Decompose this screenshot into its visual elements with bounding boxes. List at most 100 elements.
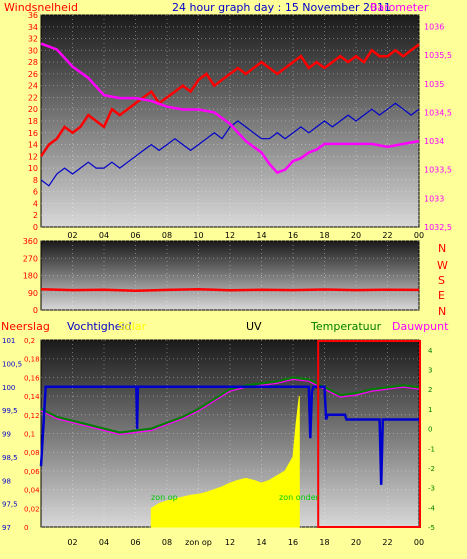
y-tick-label: 1036 (424, 22, 444, 31)
panel1-grid (41, 14, 420, 228)
x-tick-label: 00 (414, 538, 424, 547)
x-tick-label: 04 (99, 231, 109, 240)
panel3-series (39, 340, 422, 528)
dewpoint-line (40, 378, 420, 436)
y-tick-label: 16 (28, 129, 38, 138)
panel1-series (39, 42, 420, 187)
x-tick-label: 20 (351, 538, 361, 547)
y-tick-label: 18 (28, 117, 38, 126)
y-tick-label: 2 (33, 211, 38, 220)
y-tick-label: 2 (428, 386, 432, 394)
compass-label: N (438, 305, 446, 318)
y-tick-label: 4 (33, 199, 38, 208)
x-tick-label: 08 (162, 538, 172, 547)
x-tick-label: 06 (130, 231, 140, 240)
y-tick-label: 0,08 (24, 449, 40, 457)
wind-gust-line (39, 43, 420, 157)
y-tick-label: 0,04 (24, 487, 40, 495)
y-tick-label: 0 (428, 426, 432, 434)
x-tick-label: 10 (193, 231, 203, 240)
y-tick-label: 0,2 (24, 337, 35, 345)
compass-label: N (438, 242, 446, 255)
y-tick-label: 99,5 (2, 407, 18, 415)
header-right-title: Barometer (370, 1, 429, 14)
label-solar: Solar (118, 320, 147, 333)
y-tick-label: 1033 (424, 194, 444, 203)
y-tick-label: 6 (33, 188, 38, 197)
panel-wind-direction (40, 240, 420, 311)
label-uv: UV (246, 320, 262, 333)
y-tick-label: 1032,5 (424, 223, 452, 232)
temperature-line (40, 376, 420, 434)
y-tick-label: 1035,5 (424, 51, 452, 60)
panel3-precip-axis: 0 0,02 0,04 0,06 0,08 0,1 0,12 0,14 0,16 0,18 0,2 (24, 337, 40, 532)
y-tick-label: 20 (28, 105, 38, 114)
y-tick-label: 24 (28, 82, 38, 91)
label-dauwpunt: Dauwpunt (392, 320, 449, 333)
compass-labels: N W S E N (437, 242, 448, 318)
y-tick-label: 3 (428, 367, 432, 375)
x-tick-label: 18 (319, 231, 329, 240)
wind-direction-line (40, 288, 420, 293)
x-tick-label: 06 (130, 538, 140, 547)
y-tick-label: 0,02 (24, 505, 40, 513)
panel2-y-axis: 0 90 180 270 360 (23, 237, 38, 315)
y-tick-label: 100,5 (2, 360, 22, 368)
y-tick-label: 0,1 (24, 431, 35, 439)
sunset-marker: zon onder (279, 493, 320, 502)
compass-label: S (438, 274, 445, 287)
panel3-temp-axis: -5 -4 -3 -2 -1 0 1 2 3 4 (428, 347, 436, 532)
y-tick-label: -1 (428, 445, 435, 453)
y-tick-label: 22 (28, 93, 38, 102)
y-tick-label: 1034,5 (424, 108, 452, 117)
y-tick-label: 1035 (424, 80, 444, 89)
y-tick-label: 101 (2, 337, 15, 345)
y-tick-label: 98 (2, 477, 11, 485)
panel3-humidity-axis: 97 97,5 98 98,5 99 99,5 100 100,5 101 (2, 337, 22, 532)
y-tick-label: 1033,5 (424, 166, 452, 175)
x-tick-label: 00 (414, 231, 424, 240)
compass-label: E (438, 289, 445, 302)
y-tick-label: 1034 (424, 137, 444, 146)
barometer-line (40, 42, 420, 175)
y-tick-label: -4 (428, 504, 436, 512)
x-tick-label: 20 (351, 231, 361, 240)
y-tick-label: 0,16 (24, 374, 40, 382)
x-tick-label: 14 (256, 231, 266, 240)
y-tick-label: 14 (28, 141, 38, 150)
panel2-series (40, 288, 420, 293)
y-tick-label: 270 (23, 254, 38, 263)
y-tick-label: 0 (33, 223, 38, 232)
y-tick-label: 0,12 (24, 412, 40, 420)
wind-average-line (40, 102, 420, 187)
y-tick-label: -5 (428, 524, 435, 532)
y-tick-label: -2 (428, 465, 435, 473)
y-tick-label: 26 (28, 70, 38, 79)
y-tick-label: 30 (28, 46, 38, 55)
y-tick-label: 360 (23, 237, 38, 246)
x-tick-label: 22 (382, 231, 392, 240)
y-tick-label: 180 (23, 272, 38, 281)
y-tick-label: 34 (28, 23, 38, 32)
sunrise-marker: zon op (151, 493, 178, 502)
panel1-x-axis: 02 04 06 08 10 12 14 16 18 20 22 00 (67, 231, 424, 240)
x-tick-label: 02 (67, 538, 77, 547)
x-tick-label: 18 (319, 538, 329, 547)
panel1-right-axis: 1032,5 1033 1033,5 1034 1034,5 1035 1035,5 1036 (424, 22, 452, 232)
y-tick-label: 0 (24, 524, 28, 532)
x-tick-label: 16 (288, 231, 298, 240)
y-tick-label: 8 (33, 176, 38, 185)
y-tick-label: 0 (33, 306, 38, 315)
y-tick-label: 1 (428, 406, 432, 414)
y-tick-label: 32 (28, 35, 38, 44)
y-tick-label: 4 (428, 347, 433, 355)
y-tick-label: 97 (2, 524, 11, 532)
y-tick-label: 97,5 (2, 501, 18, 509)
x-tick-label: 02 (67, 231, 77, 240)
y-tick-label: 0,06 (24, 468, 40, 476)
y-tick-label: 12 (28, 152, 38, 161)
y-tick-label: 99 (2, 431, 11, 439)
x-tick-label: 12 (225, 538, 235, 547)
x-tick-label: 22 (382, 538, 392, 547)
